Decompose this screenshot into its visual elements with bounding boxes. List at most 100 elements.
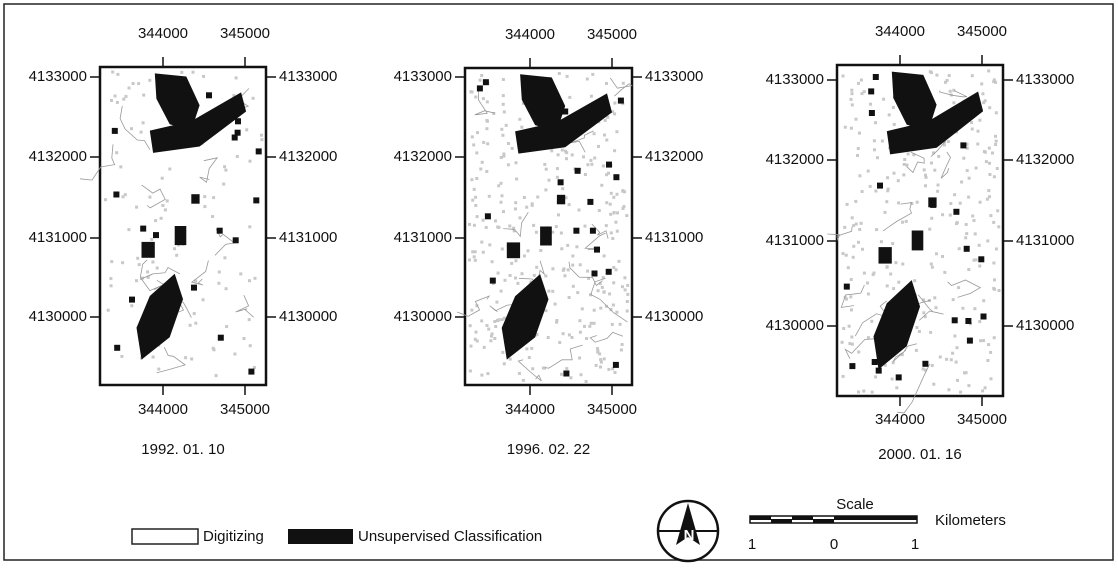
stipple: [905, 163, 909, 167]
classified-area: [149, 92, 247, 153]
stipple: [625, 214, 629, 218]
stipple: [851, 255, 855, 259]
stipple: [978, 320, 982, 324]
stipple: [571, 263, 575, 267]
stipple: [512, 229, 516, 233]
stipple: [625, 300, 629, 303]
stipple: [202, 74, 205, 78]
stipple: [615, 229, 619, 233]
stipple: [608, 292, 612, 296]
stipple: [965, 169, 969, 173]
stipple: [115, 151, 119, 155]
classified-pixel: [843, 283, 850, 290]
stipple: [933, 296, 937, 300]
stipple: [175, 253, 179, 257]
classified-pixel: [613, 174, 620, 181]
stipple: [470, 135, 474, 139]
stipple: [613, 101, 617, 105]
stipple: [902, 173, 906, 177]
stipple: [992, 336, 996, 340]
stipple: [599, 306, 603, 310]
stipple: [111, 70, 115, 74]
stipple: [561, 187, 565, 191]
stipple: [224, 168, 228, 172]
stipple: [862, 389, 866, 393]
stipple: [582, 155, 585, 159]
stipple: [947, 74, 951, 78]
stipple: [489, 339, 493, 343]
stipple: [862, 271, 866, 275]
stipple: [598, 282, 602, 286]
stipple: [588, 324, 592, 328]
digitized-line: [892, 343, 918, 362]
stipple: [915, 200, 919, 204]
stipple: [522, 254, 526, 258]
stipple: [978, 264, 982, 268]
stipple: [473, 337, 477, 341]
stipple: [163, 208, 167, 212]
stipple: [499, 200, 503, 204]
stipple: [988, 161, 991, 165]
classified-pixel: [114, 344, 121, 351]
stipple: [882, 97, 886, 101]
stipple: [982, 101, 986, 105]
tick-label: 4133000: [394, 68, 452, 85]
classified-area: [515, 93, 612, 154]
stipple: [479, 167, 483, 171]
stipple: [951, 351, 955, 355]
stipple: [858, 131, 861, 135]
stipple: [886, 176, 890, 180]
stipple: [845, 297, 848, 301]
stipple: [866, 281, 869, 285]
stipple: [623, 276, 627, 280]
scale-unit: Kilometers: [935, 512, 1006, 529]
stipple: [551, 289, 555, 293]
stipple: [468, 222, 471, 226]
stipple: [924, 175, 928, 179]
stipple: [613, 149, 617, 153]
tick-label: 345000: [587, 26, 637, 43]
stipple: [110, 260, 114, 264]
stipple: [849, 295, 853, 299]
stipple: [620, 285, 624, 289]
stipple: [469, 344, 473, 348]
stipple: [604, 304, 608, 308]
stipple: [235, 155, 239, 158]
stipple: [609, 212, 613, 216]
stipple: [503, 278, 507, 282]
stipple: [618, 322, 622, 326]
stipple: [558, 341, 562, 344]
stipple: [468, 258, 471, 262]
stipple: [936, 183, 940, 187]
classified-pixel: [594, 246, 600, 253]
stipple: [474, 95, 478, 99]
stipple: [967, 176, 971, 180]
stipple: [596, 347, 599, 351]
stipple: [150, 237, 154, 241]
stipple: [952, 88, 956, 92]
stipple: [856, 154, 859, 157]
classified-pixel: [913, 124, 920, 130]
stipple: [260, 138, 264, 142]
stipple: [475, 215, 479, 219]
stipple: [242, 337, 246, 340]
stipple: [901, 262, 905, 266]
stipple: [600, 285, 604, 289]
stipple: [993, 287, 997, 291]
stipple: [570, 153, 574, 157]
classified-pixel: [489, 277, 496, 284]
stipple: [217, 270, 221, 274]
stipple: [886, 187, 890, 191]
stipple: [964, 371, 968, 375]
stipple: [473, 250, 477, 254]
stipple: [952, 101, 956, 105]
digitized-line: [141, 184, 166, 209]
stipple: [609, 191, 613, 195]
digitized-line: [589, 331, 624, 343]
classified-area: [506, 242, 521, 259]
classified-pixel: [587, 198, 594, 205]
stipple: [565, 367, 569, 371]
classified-pixel: [868, 110, 875, 116]
classified-area: [540, 226, 552, 246]
classified-pixel: [484, 213, 491, 220]
